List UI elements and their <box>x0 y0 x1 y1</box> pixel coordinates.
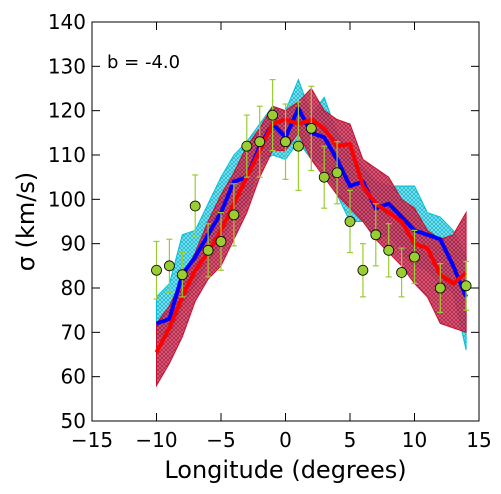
tick-labels: −15 −10 −5 0 5 10 15 50 60 70 80 90 100 110 120 130 140 <box>48 10 492 452</box>
data-point <box>202 244 214 256</box>
data-point <box>176 269 188 281</box>
y-tick-label: 80 <box>61 276 86 300</box>
data-point <box>383 244 395 256</box>
data-point <box>434 282 446 294</box>
axis-ticks <box>91 21 480 422</box>
x-tick-label: 5 <box>344 428 357 452</box>
y-tick-label: 140 <box>48 10 86 34</box>
data-point <box>241 140 253 152</box>
data-point <box>370 229 382 241</box>
x-tick-label: −15 <box>71 428 113 452</box>
y-tick-label: 90 <box>61 232 86 256</box>
data-point <box>215 236 227 247</box>
data-point <box>189 200 201 212</box>
x-tick-label: 15 <box>466 428 491 452</box>
data-point <box>318 171 330 183</box>
y-tick-label: 60 <box>61 365 86 389</box>
x-axis-title: Longitude (degrees) <box>164 456 406 484</box>
data-point <box>409 251 420 263</box>
data-point <box>357 264 369 276</box>
data-point <box>344 216 356 227</box>
y-tick-label: 110 <box>48 143 86 167</box>
data-point <box>267 109 279 121</box>
data-point <box>228 209 240 221</box>
y-tick-label: 120 <box>48 99 86 123</box>
data-point <box>163 260 175 272</box>
x-tick-label: −5 <box>206 428 235 452</box>
data-point <box>292 140 304 152</box>
data-point <box>331 167 343 179</box>
data-point <box>460 280 472 292</box>
observed-points <box>151 79 472 313</box>
y-tick-label: 70 <box>61 320 86 344</box>
x-tick-label: 0 <box>279 428 292 452</box>
data-point <box>254 136 266 148</box>
y-tick-label: 50 <box>61 409 86 433</box>
y-tick-label: 100 <box>48 187 86 211</box>
data-point <box>305 122 317 134</box>
data-point <box>396 267 408 278</box>
x-tick-label: −10 <box>135 428 177 452</box>
x-tick-label: 10 <box>402 428 427 452</box>
data-point <box>280 136 291 148</box>
chart-annotation: b = -4.0 <box>107 52 180 73</box>
y-axis-title: σ (km/s) <box>12 172 40 271</box>
y-tick-label: 130 <box>48 54 86 78</box>
data-point <box>151 264 162 276</box>
